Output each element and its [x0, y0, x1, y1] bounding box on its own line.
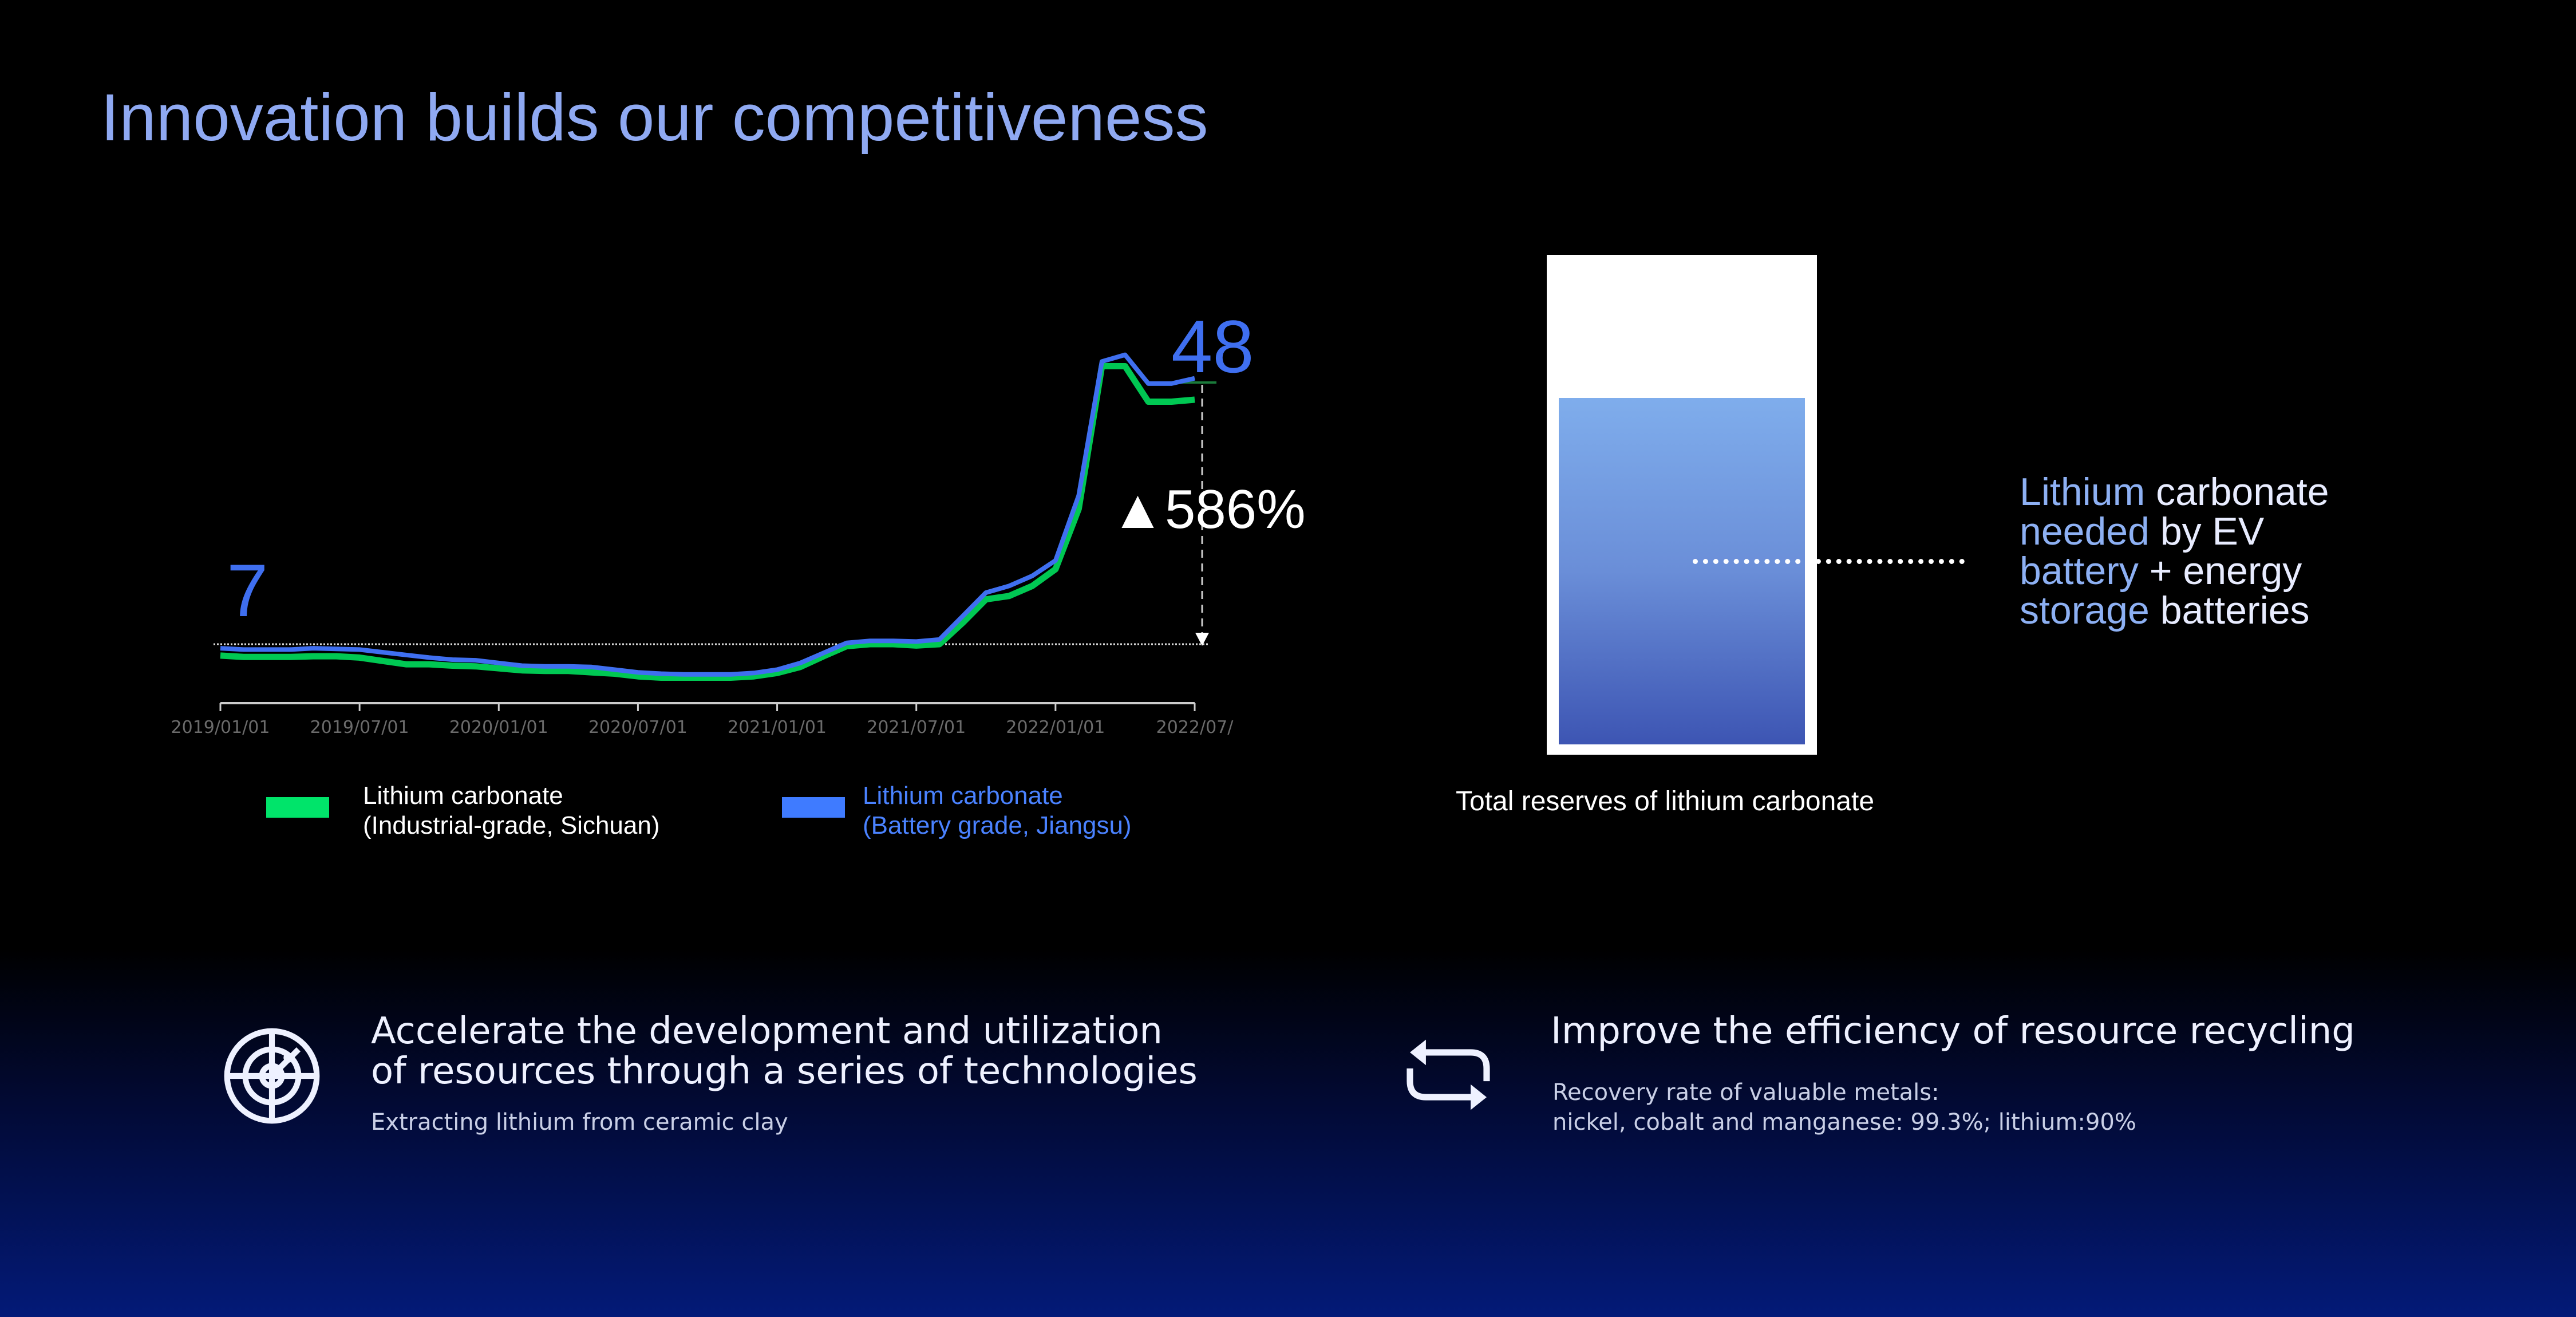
- label-word: + energy: [2138, 549, 2302, 593]
- legend-line: (Battery grade, Jiangsu): [863, 811, 1132, 839]
- label-word: battery: [2020, 549, 2139, 593]
- x-tick-label: 2021/01/01: [728, 717, 827, 738]
- series-line-battery: [220, 352, 1195, 677]
- feature-subtitle: Extracting lithium from ceramic clay: [371, 1109, 788, 1135]
- feature-title: Accelerate the development and utilizati…: [371, 1011, 1198, 1091]
- label-word: batteries: [2149, 589, 2310, 632]
- end-value-label: 48: [1171, 305, 1254, 388]
- page-title: Innovation builds our competitiveness: [101, 80, 1208, 155]
- x-tick-label: 2020/07/01: [588, 717, 688, 738]
- label-word: needed: [2020, 510, 2150, 553]
- title-line: of resources through a series of technol…: [371, 1050, 1198, 1093]
- demand-fill-bar: [1559, 398, 1805, 744]
- label-word: Lithium: [2020, 470, 2146, 514]
- radar-icon: [224, 1028, 320, 1124]
- feature-subtitle: Recovery rate of valuable metals: nickel…: [1552, 1078, 2136, 1137]
- series-line-industrial: [220, 363, 1195, 681]
- reserves-caption: Total reserves of lithium carbonate: [1456, 786, 1875, 817]
- title-line: Accelerate the development and utilizati…: [371, 1010, 1163, 1052]
- x-tick-label: 2022/01/01: [1006, 717, 1105, 738]
- x-tick-label: 2020/01/01: [449, 717, 548, 738]
- legend-swatch-industrial: [266, 797, 329, 818]
- start-value-label: 7: [227, 549, 268, 632]
- change-arrow-head: [1195, 633, 1209, 646]
- legend-label-industrial: Lithium carbonate (Industrial-grade, Sic…: [363, 781, 659, 841]
- x-tick-label: 2019/07/01: [310, 717, 409, 738]
- connector-dotted-line: [1693, 559, 1965, 564]
- legend-line: Lithium carbonate: [363, 782, 563, 810]
- x-tick-label: 2022/07/: [1156, 717, 1234, 738]
- legend-label-battery: Lithium carbonate (Battery grade, Jiangs…: [863, 781, 1132, 841]
- legend-swatch-battery: [782, 797, 845, 818]
- x-tick-label: 2021/07/01: [867, 717, 966, 738]
- label-word: storage: [2020, 589, 2150, 632]
- subtitle-line: nickel, cobalt and manganese: 99.3%; lit…: [1552, 1109, 2136, 1135]
- demand-label: Lithium carbonate needed by EV battery +…: [2020, 472, 2329, 630]
- label-word: carbonate: [2145, 470, 2329, 514]
- change-percent-label: ▲586%: [1111, 479, 1306, 540]
- subtitle-line: Recovery rate of valuable metals:: [1552, 1079, 1939, 1106]
- recycle-icon: [1406, 1039, 1490, 1110]
- legend-line: (Industrial-grade, Sichuan): [363, 811, 660, 839]
- label-word: by EV: [2149, 510, 2265, 553]
- legend-line: Lithium carbonate: [863, 782, 1063, 810]
- feature-title: Improve the efficiency of resource recyc…: [1551, 1010, 2355, 1052]
- x-tick-label: 2019/01/01: [171, 717, 270, 738]
- price-line-chart: 2019/01/01 2019/07/01 2020/01/01 2020/07/01…: [171, 305, 1306, 738]
